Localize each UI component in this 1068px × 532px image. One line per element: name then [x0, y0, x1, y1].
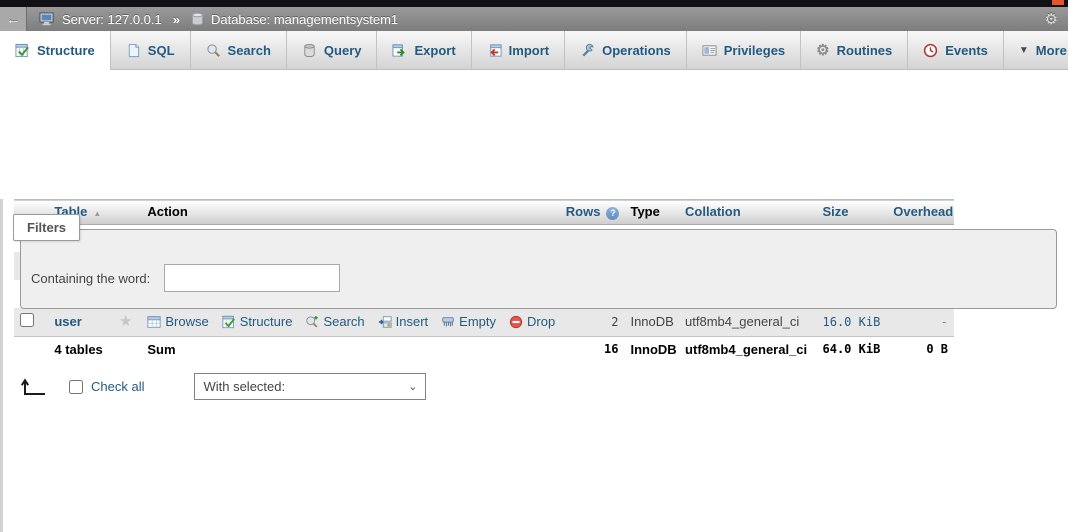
- tab-operations[interactable]: Operations: [565, 31, 687, 69]
- server-icon: [39, 12, 55, 26]
- tab-label: Operations: [602, 42, 671, 58]
- breadcrumb: Server: 127.0.0.1 » Database: management…: [27, 12, 398, 27]
- tab-structure[interactable]: Structure: [0, 31, 111, 70]
- summary-sum-label: Sum: [147, 341, 176, 357]
- header-size: Size: [817, 200, 888, 225]
- database-icon: [191, 12, 204, 26]
- check-all-label[interactable]: Check all: [91, 379, 145, 394]
- tab-label: Search: [227, 42, 271, 58]
- database-tabs: Structure SQL Search Query Export Import…: [0, 31, 1068, 70]
- window-accent: [1052, 0, 1064, 5]
- tab-privileges[interactable]: Privileges: [687, 31, 802, 69]
- bulk-actions-bar: Check all With selected: ⌄: [21, 373, 1068, 400]
- header-overhead: Overhead: [887, 200, 954, 225]
- tab-label: Routines: [836, 42, 893, 58]
- table-header-row: Table ▲ Action Rows? Type Collation Size …: [14, 199, 954, 225]
- search-icon: [206, 43, 221, 58]
- rows-help-icon[interactable]: ?: [606, 206, 620, 220]
- tab-label: More: [1035, 42, 1067, 58]
- operations-wrench-icon: [580, 43, 595, 58]
- summary-rows: 16: [604, 342, 619, 357]
- routines-gears-icon: ⚙: [816, 42, 830, 59]
- structure-page: Filters Containing the word: Table ▲ Acti…: [0, 199, 1068, 532]
- tab-export[interactable]: Export: [377, 31, 472, 69]
- drop-link[interactable]: Drop: [509, 314, 555, 329]
- header-overhead-link[interactable]: Overhead: [893, 204, 954, 220]
- settings-gear-icon[interactable]: ⚙: [1044, 11, 1058, 28]
- summary-type: InnoDB: [630, 341, 677, 357]
- search-plus-icon: [305, 315, 319, 329]
- check-all-arrow-icon: [21, 377, 47, 396]
- breadcrumb-separator: »: [172, 11, 180, 27]
- tab-import[interactable]: Import: [472, 31, 566, 69]
- chevron-down-icon: ▼: [1018, 44, 1029, 56]
- privileges-icon: [702, 43, 717, 58]
- summary-tables-count: 4 tables: [54, 341, 103, 357]
- tab-label: SQL: [147, 42, 175, 58]
- drop-icon: [509, 315, 523, 329]
- insert-row-icon: [378, 315, 392, 329]
- search-link[interactable]: Search: [305, 314, 365, 329]
- query-icon: [302, 43, 317, 58]
- structure-icon: [15, 43, 30, 58]
- filters-legend: Filters: [13, 214, 81, 241]
- sort-asc-icon: ▲: [93, 209, 102, 219]
- tab-label: Privileges: [723, 42, 786, 58]
- empty-table-icon: [441, 315, 455, 329]
- tab-label: Events: [945, 42, 988, 58]
- header-collation-link[interactable]: Collation: [685, 204, 741, 220]
- tab-label: Import: [508, 42, 550, 58]
- tab-query[interactable]: Query: [287, 31, 378, 69]
- tab-search[interactable]: Search: [191, 31, 287, 69]
- favorite-star-icon[interactable]: ★: [119, 313, 133, 331]
- breadcrumb-server[interactable]: Server: 127.0.0.1: [62, 11, 162, 27]
- structure-link[interactable]: Structure: [222, 314, 292, 329]
- header-action: Action: [147, 204, 188, 220]
- empty-link[interactable]: Empty: [441, 314, 496, 329]
- header-collation: Collation: [679, 200, 816, 225]
- header-rows-link[interactable]: Rows: [565, 204, 601, 219]
- header-size-link[interactable]: Size: [822, 204, 849, 220]
- browse-link[interactable]: Browse: [147, 314, 209, 329]
- tab-events[interactable]: Events: [908, 31, 1004, 69]
- breadcrumb-bar: ← Server: 127.0.0.1 » Database: manageme…: [0, 7, 1068, 31]
- row-checkbox[interactable]: [20, 313, 34, 328]
- containing-word-label: Containing the word:: [31, 270, 151, 286]
- summary-size: 64.0 KiB: [822, 342, 881, 357]
- tab-label: Structure: [37, 43, 95, 58]
- sql-icon: [126, 43, 141, 58]
- containing-word-input[interactable]: [164, 264, 341, 292]
- tab-label: Export: [414, 42, 456, 58]
- table-name-link[interactable]: user: [54, 314, 82, 330]
- header-rows: Rows?: [560, 200, 625, 225]
- size-link[interactable]: 16.0 KiB: [822, 314, 881, 329]
- with-selected-select[interactable]: With selected: ⌄: [194, 373, 427, 400]
- insert-link[interactable]: Insert: [378, 314, 428, 329]
- tab-more[interactable]: ▼ More: [1004, 31, 1068, 69]
- window-top-strip: [0, 0, 1068, 7]
- header-type: Type: [630, 204, 660, 220]
- check-all-checkbox[interactable]: [69, 379, 83, 394]
- breadcrumb-database[interactable]: Database: managementsystem1: [210, 11, 399, 27]
- header-favorite: [113, 200, 141, 225]
- events-clock-icon: [923, 43, 938, 58]
- summary-row: 4 tables Sum 16 InnoDB utf8mb4_general_c…: [14, 336, 954, 362]
- collapse-panel-button[interactable]: ←: [0, 7, 27, 31]
- export-icon: [392, 43, 407, 58]
- summary-collation: utf8mb4_general_ci: [685, 341, 808, 357]
- browse-icon: [147, 315, 161, 329]
- select-chevron-icon: ⌄: [408, 381, 418, 393]
- tab-routines[interactable]: ⚙ Routines: [801, 31, 909, 69]
- structure-icon: [222, 315, 236, 329]
- import-icon: [487, 43, 502, 58]
- summary-overhead: 0 B: [926, 342, 948, 357]
- table-row: user ★ Browse Structure Search Insert Em…: [14, 308, 954, 336]
- tab-sql[interactable]: SQL: [111, 31, 191, 69]
- with-selected-value: With selected:: [203, 379, 286, 394]
- filters-fieldset: Filters Containing the word:: [13, 214, 1057, 309]
- tab-label: Query: [323, 42, 362, 58]
